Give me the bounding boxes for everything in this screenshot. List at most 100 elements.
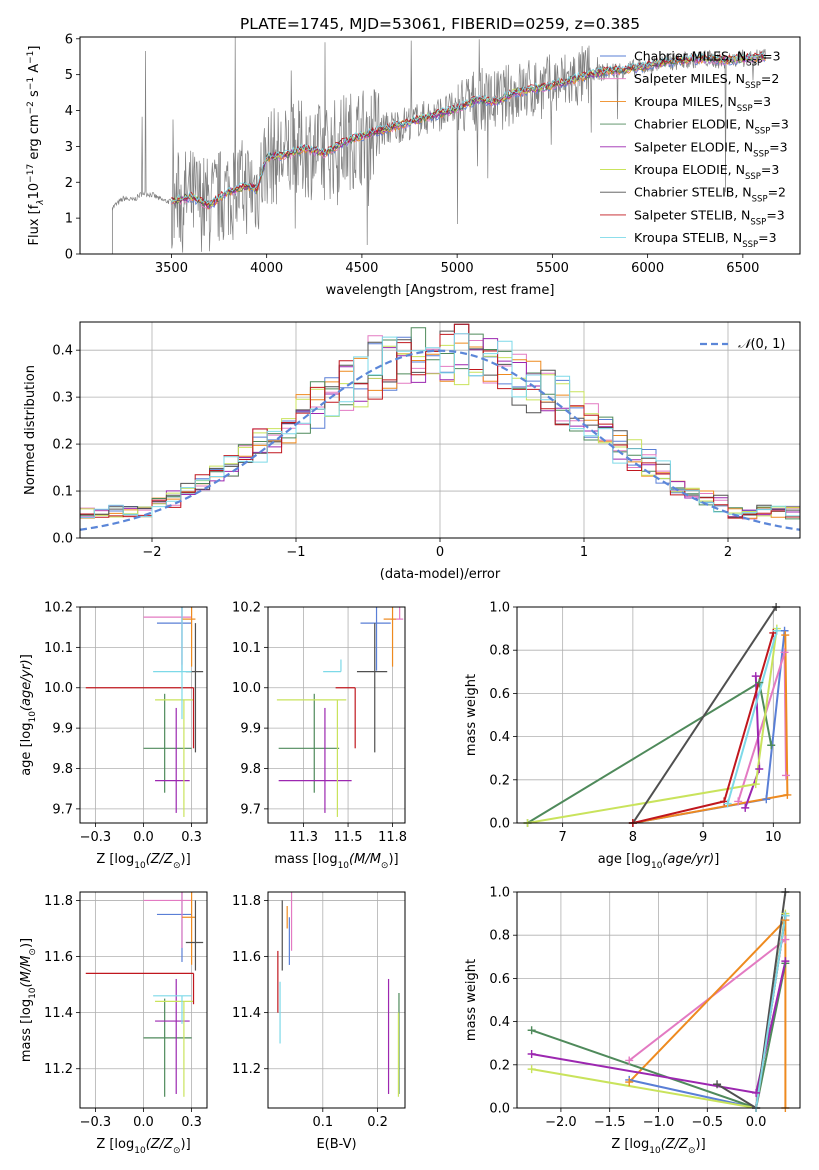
weight_Z-x-axis-label: Z [log10(Z/Z⊙)]	[611, 1137, 705, 1156]
weight_Z-ytick-label: 0.8	[489, 929, 510, 944]
weight_Z-xtick-label: −0.5	[692, 1115, 724, 1130]
age_Z-xtick-label: 0.0	[133, 830, 154, 845]
weight_Z-ytick-label: 0.2	[489, 1058, 510, 1073]
residuals-frame	[79, 321, 801, 539]
mass_Z-axes: −0.3 0.0 0.3 11.2 11.4 11.6 11.8	[44, 892, 207, 1130]
mass_ebv-ytick-label: 11.6	[232, 950, 261, 965]
weight_Z-marker-2-0	[625, 1078, 634, 1087]
mass_Z-frame	[79, 891, 208, 1109]
plot-layer: 3500 4000 4500 5000 5500 6000 6500 0 1 2 3 4 5 6 wavel…	[19, 32, 801, 1156]
age_mass-ytick-label: 10.1	[232, 641, 261, 656]
spectrum-xtick-label: 6500	[726, 261, 759, 276]
weight_age-ytick-label: 0.8	[489, 644, 510, 659]
legend-label-1: Salpeter MILES, NSSP=2	[634, 71, 779, 91]
weight_Z-marker-1-0	[625, 1056, 634, 1065]
mass_Z-ytick-label: 11.6	[44, 950, 73, 965]
spectrum-xtick-label: 5000	[441, 261, 474, 276]
model-fit-8	[171, 52, 767, 205]
spectrum-ytick-label: 3	[65, 140, 73, 155]
weight_Z-xtick-label: −1.5	[594, 1115, 626, 1130]
weight_Z-ytick-label: 0.4	[489, 1015, 510, 1030]
weight_age-xtick-label: 8	[629, 830, 637, 845]
legend-label-2: Kroupa MILES, NSSP=3	[634, 94, 771, 114]
weight_age-marker-5-1	[751, 780, 760, 789]
spectrum-axes: 3500 4000 4500 5000 5500 6000 6500 0 1 2 3 4 5 6	[65, 32, 760, 276]
spectrum-frame	[79, 36, 801, 255]
weight_age-ytick-label: 0.6	[489, 687, 510, 702]
age_mass-plot-area	[276, 607, 404, 817]
weight_Z-marker-4-2	[781, 957, 790, 966]
mass_Z-ytick-label: 11.4	[44, 1006, 73, 1021]
weight_age-xtick-label: 9	[699, 830, 707, 845]
weight_Z-marker-6-0	[713, 1080, 722, 1089]
mass_ebv-frame	[267, 891, 406, 1109]
weight_age-series-8	[726, 630, 778, 804]
spectrum-xtick-label: 6000	[631, 261, 664, 276]
weight_age-xtick-label: 10	[765, 830, 782, 845]
weight_Z-frame	[516, 891, 801, 1109]
weight_Z-ytick-label: 0.6	[489, 972, 510, 987]
weight_age-x-axis-label: age [log10(age/yr)]	[598, 852, 720, 871]
spectrum-ytick-label: 4	[65, 104, 73, 119]
age_mass-xtick-label: 11.3	[289, 830, 318, 845]
residuals-ytick-label: 0.2	[52, 438, 73, 453]
age_mass-xtick-label: 11.5	[334, 830, 363, 845]
legend-label-7: Salpeter STELIB, NSSP=3	[634, 207, 785, 227]
weight_age-axes: 7 8 9 10 0.0 0.2 0.4 0.6 0.8 1.0	[489, 601, 800, 845]
weight_age-plot-area	[526, 607, 789, 823]
age_mass-ytick-label: 9.8	[240, 762, 261, 777]
mass_ebv-ytick-label: 11.8	[232, 894, 261, 909]
age_Z-x-axis-label: Z [log10(Z/Z⊙)]	[96, 852, 190, 871]
weight_Z-series-6	[716, 892, 787, 1108]
legend-label-8: Kroupa STELIB, NSSP=3	[634, 230, 777, 250]
gaussian-legend-label: 𝒩(0, 1)	[738, 337, 785, 352]
age_Z-axes: −0.3 0.0 0.3 9.7 9.8 9.9 10.0 10.1 10.2	[44, 601, 207, 845]
residuals-xtick-label: −1	[286, 545, 305, 560]
weight_age-marker-2-1	[783, 790, 792, 799]
age_mass-xtick-label: 11.8	[378, 830, 407, 845]
mass_ebv-xtick-label: 0.2	[367, 1115, 388, 1130]
age_Z-ytick-label: 9.9	[52, 722, 73, 737]
residuals-ytick-label: 0.4	[52, 344, 73, 359]
spectrum-xtick-label: 4000	[250, 261, 283, 276]
weight_age-marker-8-0	[723, 799, 732, 808]
weight_Z-marker-8-1	[781, 911, 790, 920]
mass_Z-ytick-label: 11.2	[44, 1062, 73, 1077]
weight_Z-xtick-label: 0.0	[746, 1115, 767, 1130]
residuals-plot-area	[80, 323, 800, 531]
age_Z-ytick-label: 9.8	[52, 762, 73, 777]
residuals-legend: 𝒩(0, 1)	[700, 337, 785, 352]
age_Z-ytick-label: 9.7	[52, 802, 73, 817]
weight_Z-marker-3-0	[527, 1026, 536, 1035]
weight_Z-series-8	[755, 915, 787, 1108]
age_mass-ytick-label: 9.7	[240, 802, 261, 817]
weight_age-ytick-label: 0.0	[489, 817, 510, 832]
legend-label-5: Kroupa ELODIE, NSSP=3	[634, 162, 779, 182]
weight_age-y-axis-label: mass weight	[464, 674, 479, 756]
age_mass-frame	[267, 606, 406, 824]
residuals-xtick-label: 1	[580, 545, 588, 560]
weight_Z-axes: −2.0 −1.5 −1.0 −0.5 0.0 0.0 0.2 0.4 0.6 0.8 1.0	[489, 886, 800, 1130]
age_Z-ytick-label: 10.1	[44, 641, 73, 656]
weight_age-marker-1-0	[734, 797, 743, 806]
mass_Z-xtick-label: 0.3	[181, 1115, 202, 1130]
weight_Z-ytick-label: 0.0	[489, 1102, 510, 1117]
weight_age-marker-4-1	[755, 765, 764, 773]
weight_age-marker-8-1	[772, 626, 781, 635]
residuals-ytick-label: 0.3	[52, 391, 73, 406]
weight_Z-y-axis-label: mass weight	[464, 959, 479, 1041]
weight_age-marker-4-2	[751, 672, 760, 681]
weight_age-marker-4-0	[741, 803, 750, 812]
weight_Z-marker-1-1	[781, 935, 790, 944]
weight_Z-xtick-label: −1.0	[643, 1115, 675, 1130]
weight_age-xtick-label: 7	[559, 830, 567, 845]
age_Z-plot-area	[85, 607, 204, 817]
age_Z-ytick-label: 10.2	[44, 601, 73, 616]
mass_ebv-ytick-label: 11.2	[232, 1062, 261, 1077]
weight_age-marker-2-2	[781, 631, 790, 640]
spectrum-ytick-label: 2	[65, 176, 73, 191]
weight_age-ytick-label: 0.2	[489, 773, 510, 788]
weight_age-marker-3-1	[755, 678, 764, 687]
age_Z-xtick-label: 0.3	[181, 830, 202, 845]
spectrum-x-axis-label: wavelength [Angstrom, rest frame]	[326, 283, 555, 298]
